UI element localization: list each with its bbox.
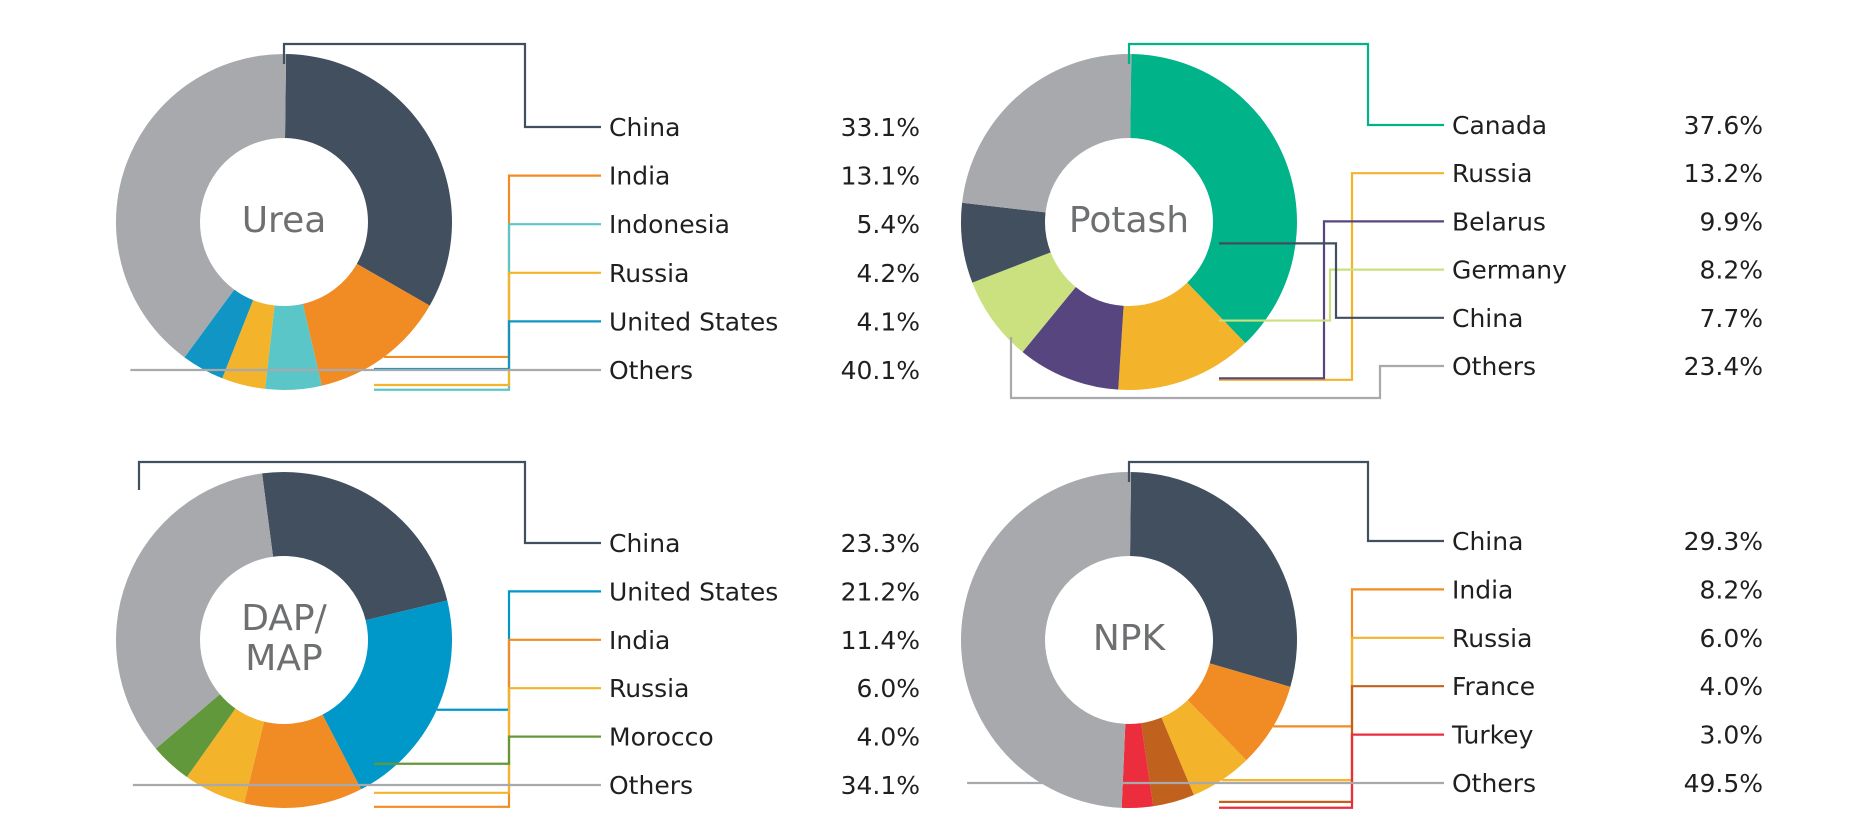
npk-chart: China 29.3% India 8.2% Russia 6.0% France 4.0% T… <box>961 460 1763 809</box>
dap-map-center-title: MAP <box>245 638 322 679</box>
npk-slice-russia <box>1161 700 1247 795</box>
npk-slice-india <box>1187 663 1291 761</box>
potash-chart: Canada 37.6% Russia 13.2% Belarus 9.9% Germany… <box>960 42 1763 400</box>
urea-label-indonesia: Indonesia <box>609 210 730 239</box>
urea-value-russia: 4.2% <box>856 259 920 288</box>
npk-label-turkey: Turkey <box>1451 721 1534 750</box>
potash-center-title: Potash <box>1069 200 1189 241</box>
dap-map-label-others: Others <box>609 771 693 800</box>
potash-value-belarus: 9.9% <box>1699 207 1763 236</box>
dap-map-value-morocco: 4.0% <box>856 723 920 752</box>
npk-label-russia: Russia <box>1452 624 1532 653</box>
urea-label-india: India <box>609 162 670 191</box>
potash-leader-russia <box>1219 172 1444 381</box>
potash-leader-others <box>1009 337 1444 400</box>
potash-label-canada: Canada <box>1452 111 1547 140</box>
dap-map-label-india: India <box>609 626 670 655</box>
potash-leader-canada <box>1127 42 1444 127</box>
potash-label-belarus: Belarus <box>1452 207 1546 236</box>
npk-slice-others <box>961 472 1132 808</box>
dap-map-label-china: China <box>609 529 680 558</box>
urea-value-india: 13.1% <box>841 162 920 191</box>
potash-slice-germany <box>972 252 1076 352</box>
npk-slice-china <box>1130 472 1297 687</box>
potash-slice-russia <box>1118 282 1246 390</box>
npk-center-title: NPK <box>1093 618 1167 659</box>
dap-map-slice-russia <box>186 708 265 804</box>
npk-label-others: Others <box>1452 769 1536 798</box>
dap-map-leader-morocco <box>374 735 601 765</box>
urea-slice-united-states <box>184 289 254 379</box>
npk-value-india: 8.2% <box>1699 575 1763 604</box>
dap-map-leader-united-states <box>436 590 601 711</box>
potash-label-germany: Germany <box>1452 256 1567 285</box>
npk-label-india: India <box>1452 575 1513 604</box>
potash-label-china: China <box>1452 304 1523 333</box>
dap-map-slice-others <box>116 473 274 749</box>
potash-slice-china <box>960 202 1051 283</box>
potash-value-china: 7.7% <box>1699 304 1763 333</box>
npk-value-france: 4.0% <box>1699 672 1763 701</box>
potash-value-canada: 37.6% <box>1684 111 1763 140</box>
npk-leader-china <box>1127 460 1444 543</box>
potash-value-others: 23.4% <box>1684 352 1763 381</box>
urea-leader-china <box>282 42 601 129</box>
npk-label-china: China <box>1452 527 1523 556</box>
dap-map-value-china: 23.3% <box>841 529 920 558</box>
urea-chart: China 33.1% India 13.1% Indonesia 5.4% Russia 4… <box>116 42 920 391</box>
potash-value-germany: 8.2% <box>1699 256 1763 285</box>
dap-map-label-russia: Russia <box>609 674 689 703</box>
potash-label-others: Others <box>1452 352 1536 381</box>
urea-value-indonesia: 5.4% <box>856 210 920 239</box>
potash-slice-others <box>962 54 1132 213</box>
urea-label-others: Others <box>609 356 693 385</box>
npk-value-turkey: 3.0% <box>1699 721 1763 750</box>
dap-map-value-united-states: 21.2% <box>841 577 920 606</box>
dap-map-slice-united-states <box>322 600 452 790</box>
dap-map-label-morocco: Morocco <box>609 723 714 752</box>
urea-label-united-states: United States <box>609 307 778 336</box>
dap-map-slice-china <box>262 471 448 621</box>
dap-map-leader-china <box>137 460 601 545</box>
urea-slice-indonesia <box>265 303 322 391</box>
urea-label-china: China <box>609 113 680 142</box>
urea-value-others: 40.1% <box>841 356 920 385</box>
dap-map-label-united-states: United States <box>609 577 778 606</box>
npk-leader-india <box>1273 588 1444 728</box>
urea-value-united-states: 4.1% <box>856 307 920 336</box>
npk-leader-turkey <box>1219 733 1444 809</box>
dap-map-value-india: 11.4% <box>841 626 920 655</box>
npk-value-others: 49.5% <box>1684 769 1763 798</box>
potash-leader-germany <box>1219 268 1444 322</box>
potash-leader-belarus <box>1219 220 1444 380</box>
urea-label-russia: Russia <box>609 259 689 288</box>
npk-value-russia: 6.0% <box>1699 624 1763 653</box>
urea-slice-others <box>116 53 287 358</box>
npk-slice-turkey <box>1121 723 1154 808</box>
dap-map-value-russia: 6.0% <box>856 674 920 703</box>
urea-slice-china <box>285 54 453 306</box>
dap-map-slice-morocco <box>155 694 236 778</box>
urea-slice-india <box>302 263 430 386</box>
potash-slice-canada <box>1130 54 1297 344</box>
potash-label-russia: Russia <box>1452 159 1532 188</box>
urea-slice-russia <box>222 300 275 389</box>
dap-map-center-title: DAP/ <box>241 598 327 639</box>
dap-map-value-others: 34.1% <box>841 771 920 800</box>
potash-leader-china <box>1219 242 1444 319</box>
npk-label-france: France <box>1452 672 1535 701</box>
dap-map-chart: China 23.3% United States 21.2% India 11.4% Ru… <box>116 460 920 808</box>
npk-value-china: 29.3% <box>1684 527 1763 556</box>
urea-center-title: Urea <box>242 200 327 241</box>
urea-value-china: 33.1% <box>841 113 920 142</box>
potash-value-russia: 13.2% <box>1684 159 1763 188</box>
potash-slice-belarus <box>1022 286 1124 390</box>
